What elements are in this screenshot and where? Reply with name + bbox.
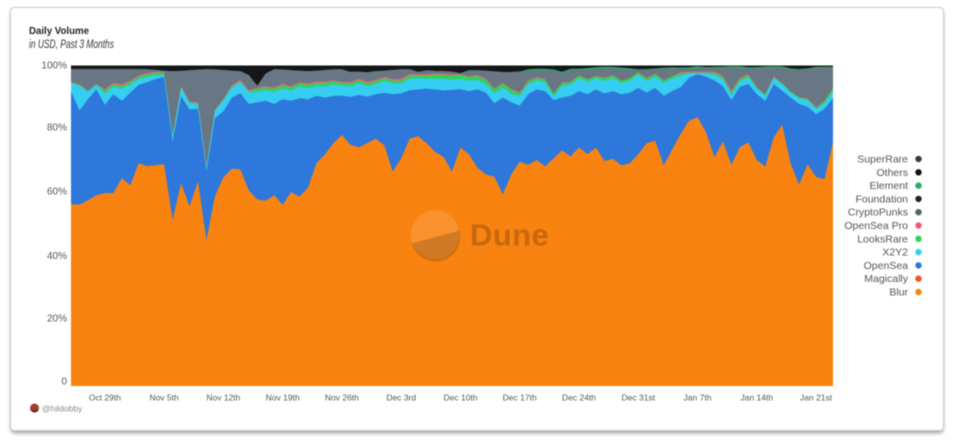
svg-text:Jan 21st: Jan 21st: [800, 393, 833, 403]
svg-text:Nov 5th: Nov 5th: [149, 393, 179, 403]
svg-text:Jan 7th: Jan 7th: [684, 393, 712, 403]
svg-text:LooksRare: LooksRare: [857, 233, 908, 245]
svg-text:Element: Element: [869, 180, 908, 192]
svg-text:Dec 10th: Dec 10th: [443, 393, 477, 403]
svg-text:X2Y2: X2Y2: [882, 247, 908, 259]
svg-text:60%: 60%: [47, 187, 67, 198]
svg-text:Dec 17th: Dec 17th: [503, 393, 537, 403]
svg-text:20%: 20%: [47, 314, 67, 325]
svg-text:Dec 3rd: Dec 3rd: [386, 393, 416, 403]
svg-text:Foundation: Foundation: [855, 193, 908, 205]
svg-text:Jan 14th: Jan 14th: [740, 393, 773, 403]
svg-text:Blur: Blur: [889, 287, 908, 299]
svg-text:Magically: Magically: [864, 273, 909, 285]
svg-text:@hildobby: @hildobby: [42, 404, 83, 414]
svg-text:Nov 12th: Nov 12th: [206, 393, 240, 403]
svg-text:SuperRare: SuperRare: [857, 154, 908, 166]
svg-text:100%: 100%: [41, 61, 67, 72]
svg-text:CryptoPunks: CryptoPunks: [848, 207, 908, 219]
svg-text:0: 0: [61, 376, 67, 387]
svg-text:Dec 24th: Dec 24th: [562, 393, 596, 403]
svg-text:40%: 40%: [47, 251, 67, 262]
svg-text:OpenSea Pro: OpenSea Pro: [844, 220, 908, 232]
svg-text:OpenSea: OpenSea: [864, 260, 909, 272]
svg-text:Dune: Dune: [470, 218, 549, 253]
svg-text:80%: 80%: [47, 123, 67, 134]
svg-text:Dec 31st: Dec 31st: [622, 393, 656, 403]
svg-text:Others: Others: [876, 167, 908, 179]
svg-text:Nov 19th: Nov 19th: [266, 393, 300, 403]
svg-text:Nov 26th: Nov 26th: [325, 393, 359, 403]
svg-text:Oct 29th: Oct 29th: [89, 393, 121, 403]
